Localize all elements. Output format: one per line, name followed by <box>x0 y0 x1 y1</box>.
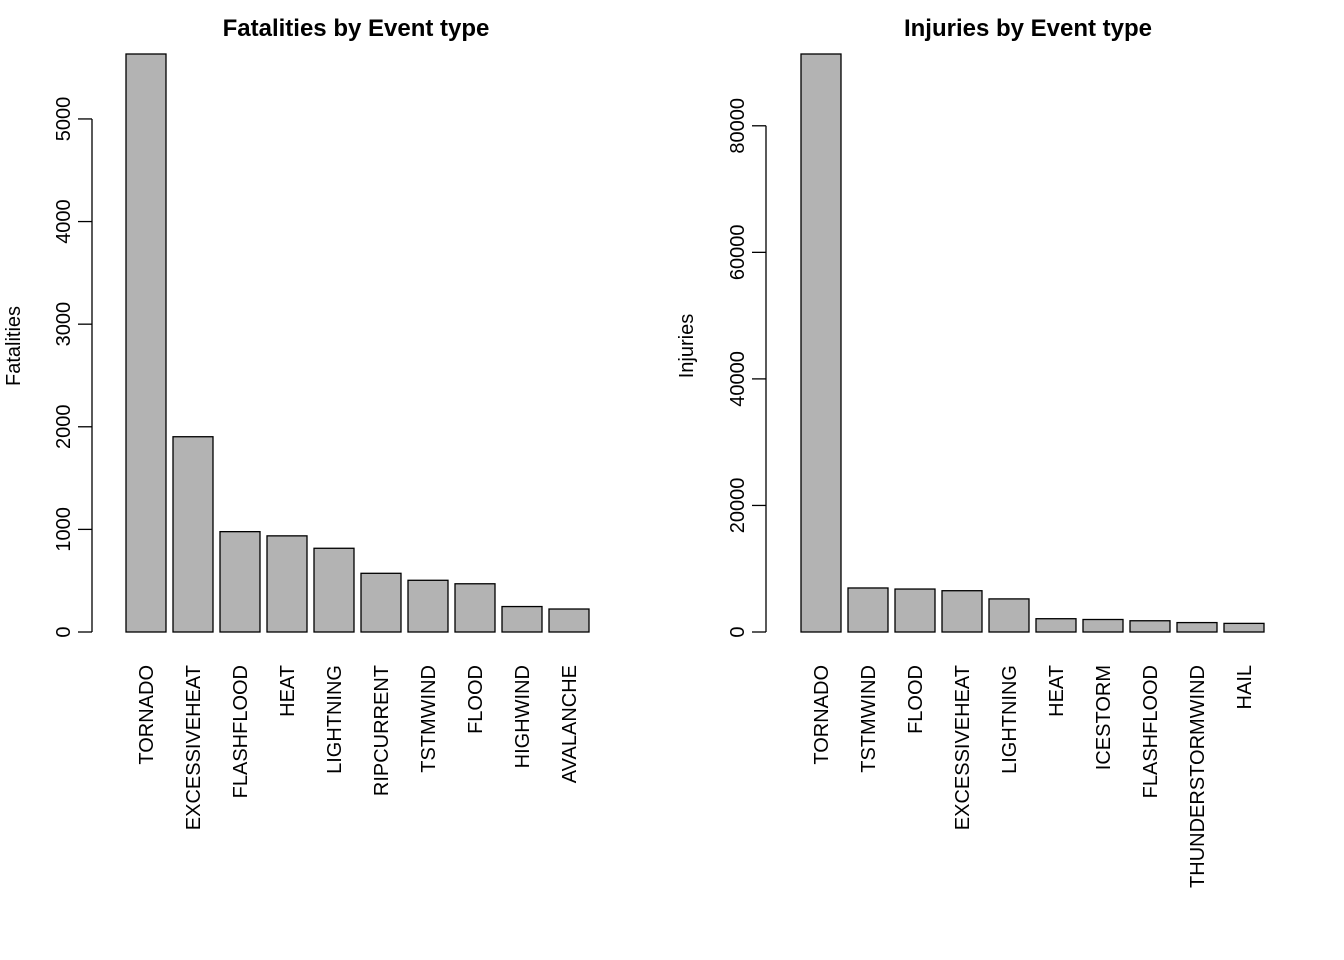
y-tick-label: 0 <box>53 626 75 637</box>
bar-hail <box>1223 622 1265 633</box>
x-category-label: TORNADO <box>136 665 158 765</box>
x-category-label: LIGHTNING <box>999 665 1021 774</box>
x-category-label: FLASHFLOOD <box>230 665 252 798</box>
bar-lightning <box>988 598 1030 633</box>
y-tick-label: 20000 <box>727 478 749 534</box>
x-category-label: EXCESSIVEHEAT <box>952 665 974 830</box>
bar-tstmwind <box>847 587 889 633</box>
bar-lightning <box>313 547 355 633</box>
bar-tornado <box>125 53 167 633</box>
x-category-label: FLASHFLOOD <box>1140 665 1162 798</box>
bar-tornado <box>800 53 842 633</box>
y-tick-label: 1000 <box>53 507 75 552</box>
x-category-label: LIGHTNING <box>324 665 346 774</box>
x-category-label: TSTMWIND <box>858 665 880 773</box>
bar-icestorm <box>1082 618 1124 633</box>
bar-heat <box>266 535 308 633</box>
x-category-label: HEAT <box>277 665 299 717</box>
chart-panel-2: Injuries by Event type Injuries 0 20000 4000… <box>676 15 1265 888</box>
x-category-label: HAIL <box>1234 665 1256 709</box>
bar-heat <box>1035 618 1077 633</box>
x-category-label: ICESTORM <box>1093 665 1115 770</box>
y-tick-label: 3000 <box>53 302 75 347</box>
bar-avalanche <box>548 608 590 633</box>
y-axis-label: Injuries <box>676 314 698 378</box>
bar-flood <box>894 588 936 633</box>
x-category-label: TORNADO <box>811 665 833 765</box>
x-category-label: FLOOD <box>905 665 927 734</box>
y-tick-label: 40000 <box>727 351 749 407</box>
x-category-label: RIPCURRENT <box>371 665 393 796</box>
y-tick-label: 60000 <box>727 225 749 281</box>
y-tick-label: 2000 <box>53 405 75 450</box>
chart-panel-1: Fatalities by Event type Fatalities 0 1000 2… <box>3 15 590 830</box>
bar-flood <box>454 583 496 633</box>
chart-title: Injuries by Event type <box>904 15 1152 42</box>
x-category-label: TSTMWIND <box>418 665 440 773</box>
y-tick-label: 5000 <box>53 97 75 142</box>
y-axis-label: Fatalities <box>3 306 25 386</box>
bar-flashflood <box>219 530 261 633</box>
y-tick-label: 4000 <box>53 199 75 244</box>
y-tick-label: 0 <box>727 626 749 637</box>
bar-highwind <box>501 605 543 633</box>
x-category-label: HIGHWIND <box>512 665 534 768</box>
x-category-label: HEAT <box>1046 665 1068 717</box>
bar-flashflood <box>1129 620 1171 633</box>
bar-excessiveheat <box>941 590 983 633</box>
bar-excessiveheat <box>172 436 214 633</box>
bar-tstmwind <box>407 579 449 633</box>
x-category-label: THUNDERSTORMWIND <box>1187 665 1209 888</box>
y-tick-label: 80000 <box>727 98 749 154</box>
bar-thunderstormwind <box>1176 621 1218 633</box>
x-category-label: EXCESSIVEHEAT <box>183 665 205 830</box>
chart-title: Fatalities by Event type <box>223 15 490 42</box>
bar-ripcurrent <box>360 572 402 633</box>
x-category-label: AVALANCHE <box>559 665 581 783</box>
x-category-label: FLOOD <box>465 665 487 734</box>
